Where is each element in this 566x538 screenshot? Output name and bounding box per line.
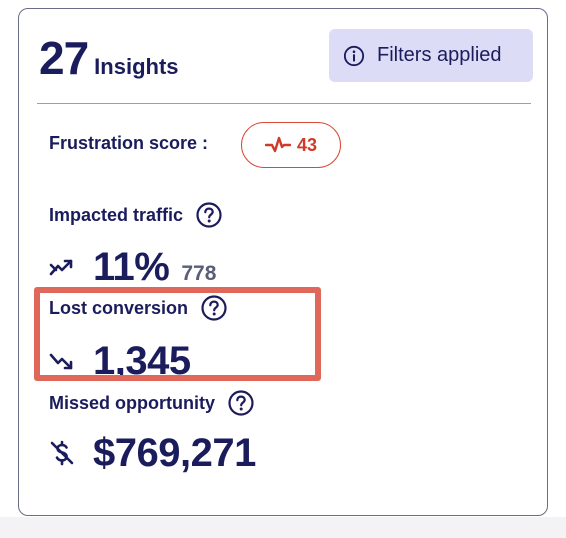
missed-opportunity-text: Missed opportunity xyxy=(49,392,215,413)
insights-card: 27 Insights Filters applied Frustration … xyxy=(18,8,548,516)
impacted-traffic-text: Impacted traffic xyxy=(49,204,184,225)
missed-opportunity-label: Missed opportunity xyxy=(49,389,255,417)
insights-count-label: Insights xyxy=(94,54,179,79)
frustration-score-text: Frustration score : xyxy=(49,133,209,153)
lost-conversion-value-row: 1,345 xyxy=(49,341,191,381)
lost-conversion-amount: 1,345 xyxy=(93,339,191,383)
lost-conversion-text: Lost conversion xyxy=(49,297,189,318)
trend-up-icon xyxy=(49,259,73,276)
frustration-score-badge[interactable]: 43 xyxy=(241,122,341,168)
impacted-traffic-count: 778 xyxy=(181,262,217,285)
info-icon xyxy=(343,45,365,66)
help-icon[interactable] xyxy=(200,294,228,322)
help-icon[interactable] xyxy=(195,201,223,229)
lost-conversion-highlight xyxy=(34,287,321,381)
help-icon[interactable] xyxy=(227,389,255,417)
frustration-score-label: Frustration score : xyxy=(49,133,208,154)
missed-opportunity-value-row: $769,271 xyxy=(49,433,256,473)
impacted-traffic-label: Impacted traffic xyxy=(49,201,223,229)
impacted-traffic-value-row: 11% 778 xyxy=(49,247,216,287)
pulse-icon xyxy=(264,136,291,153)
no-dollar-icon xyxy=(50,440,74,466)
impacted-traffic-percent: 11% xyxy=(93,245,170,289)
insights-count: 27 xyxy=(39,32,89,84)
header-divider xyxy=(37,103,531,104)
bottom-strip xyxy=(0,517,566,538)
insights-header: 27 Insights xyxy=(39,35,179,81)
lost-conversion-label: Lost conversion xyxy=(49,294,228,322)
missed-opportunity-amount: $769,271 xyxy=(93,431,256,475)
filters-applied-label: Filters applied xyxy=(377,44,502,66)
filters-applied-button[interactable]: Filters applied xyxy=(329,29,533,82)
trend-down-icon xyxy=(49,353,73,370)
frustration-score-value: 43 xyxy=(296,134,318,155)
